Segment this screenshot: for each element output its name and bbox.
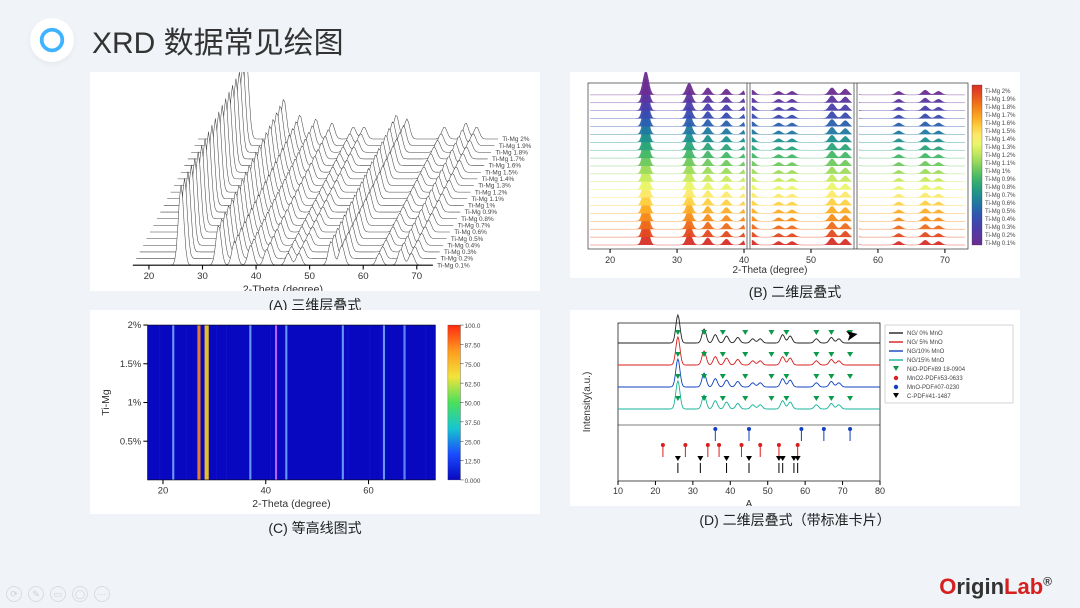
caption-b: (B) 二维层叠式 <box>749 282 842 302</box>
svg-text:Ti-Mg 1.7%: Ti-Mg 1.7% <box>985 113 1016 119</box>
svg-text:70: 70 <box>940 255 950 265</box>
svg-text:80: 80 <box>875 486 885 496</box>
svg-text:Ti-Mg 1.1%: Ti-Mg 1.1% <box>985 161 1016 167</box>
panel-d: 10 20 30 40 50 60 70 80 A Intensity(a.u.) NG/ 0% M… <box>570 310 1020 530</box>
chart-2d-waterfall: Ti-Mg 2% Ti-Mg 1.9% Ti-Mg 1.8% Ti-Mg 1.7% Ti… <box>570 72 1020 278</box>
svg-text:50: 50 <box>304 271 315 282</box>
svg-text:2-Theta (degree): 2-Theta (degree) <box>243 284 323 291</box>
panel-c: 20 40 60 2-Theta (degree) 0.5% 1% 1.5% 2% Ti-Mg 0… <box>90 310 540 530</box>
svg-text:50: 50 <box>763 486 773 496</box>
svg-text:Ti-Mg 0.9%: Ti-Mg 0.9% <box>985 177 1016 183</box>
svg-text:NG/15% MnO: NG/15% MnO <box>907 358 945 364</box>
svg-text:A: A <box>746 499 753 506</box>
svg-text:60: 60 <box>358 271 369 282</box>
logo-icon <box>30 18 74 62</box>
tool-icon[interactable]: ⋯ <box>94 586 110 602</box>
svg-text:70: 70 <box>838 486 848 496</box>
chart-2d-with-pdf: 10 20 30 40 50 60 70 80 A Intensity(a.u.) NG/ 0% M… <box>570 310 1020 506</box>
svg-text:Ti-Mg 0.2%: Ti-Mg 0.2% <box>985 233 1016 239</box>
panel-a: Ti-Mg 2%Ti-Mg 1.9%Ti-Mg 1.8%Ti-Mg 1.7%Ti… <box>90 72 540 302</box>
svg-text:87.50: 87.50 <box>465 343 481 350</box>
caption-c: (C) 等高线图式 <box>268 518 361 538</box>
brand-logo: OriginLab® <box>939 574 1052 600</box>
svg-text:Ti-Mg 0.5%: Ti-Mg 0.5% <box>985 209 1016 215</box>
svg-text:Ti-Mg 2%: Ti-Mg 2% <box>985 89 1011 95</box>
svg-text:20: 20 <box>144 271 155 282</box>
chart-contour: 20 40 60 2-Theta (degree) 0.5% 1% 1.5% 2% Ti-Mg 0… <box>90 310 540 514</box>
svg-text:NG/ 0% MnO: NG/ 0% MnO <box>907 331 943 337</box>
svg-text:Ti-Mg 0.1%: Ti-Mg 0.1% <box>437 262 470 269</box>
caption-d: (D) 二维层叠式（带标准卡片） <box>699 510 890 530</box>
svg-text:62.50: 62.50 <box>465 381 481 388</box>
svg-text:50.00: 50.00 <box>465 401 481 408</box>
svg-text:70: 70 <box>411 271 422 282</box>
svg-text:Ti-Mg 1.3%: Ti-Mg 1.3% <box>985 145 1016 151</box>
svg-text:12.50: 12.50 <box>465 459 481 466</box>
svg-text:Ti-Mg: Ti-Mg <box>101 389 112 416</box>
svg-text:60: 60 <box>800 486 810 496</box>
svg-text:Ti-Mg 0.1%: Ti-Mg 0.1% <box>985 241 1016 247</box>
svg-text:40: 40 <box>261 485 271 496</box>
chart-grid: Ti-Mg 2% Ti-Mg 1.9% Ti-Mg 1.8% Ti-Mg 1.7% Ti… <box>0 72 1080 530</box>
svg-text:40: 40 <box>251 271 262 282</box>
svg-text:40: 40 <box>725 486 735 496</box>
svg-text:Ti-Mg 1.8%: Ti-Mg 1.8% <box>985 105 1016 111</box>
chart-3d-waterfall: Ti-Mg 2%Ti-Mg 1.9%Ti-Mg 1.8%Ti-Mg 1.7%Ti… <box>90 72 540 291</box>
svg-text:Intensity(a.u.): Intensity(a.u.) <box>582 372 593 433</box>
svg-text:37.50: 37.50 <box>465 420 481 427</box>
header: XRD 数据常见绘图 <box>0 0 1080 72</box>
svg-text:20: 20 <box>650 486 660 496</box>
svg-text:60: 60 <box>873 255 883 265</box>
svg-text:30: 30 <box>197 271 208 282</box>
svg-text:C-PDF#41-1487: C-PDF#41-1487 <box>907 394 951 400</box>
svg-text:1.5%: 1.5% <box>120 358 142 369</box>
svg-text:20: 20 <box>605 255 615 265</box>
footer-toolbar: ⟳ ✎ ▭ ◯ ⋯ <box>6 586 110 602</box>
svg-text:0.5%: 0.5% <box>120 435 142 446</box>
svg-text:Ti-Mg 1.6%: Ti-Mg 1.6% <box>985 121 1016 127</box>
svg-text:25.00: 25.00 <box>465 439 481 446</box>
svg-text:40: 40 <box>739 255 749 265</box>
svg-text:Ti-Mg 0.4%: Ti-Mg 0.4% <box>985 217 1016 223</box>
panel-b: Ti-Mg 2% Ti-Mg 1.9% Ti-Mg 1.8% Ti-Mg 1.7% Ti… <box>570 72 1020 302</box>
tool-icon[interactable]: ⟳ <box>6 586 22 602</box>
svg-text:Ti-Mg 1.9%: Ti-Mg 1.9% <box>985 97 1016 103</box>
svg-text:1%: 1% <box>128 397 142 408</box>
svg-text:10: 10 <box>613 486 623 496</box>
svg-text:NG/ 5% MnO: NG/ 5% MnO <box>907 340 943 346</box>
svg-text:60: 60 <box>363 485 373 496</box>
svg-text:NG/10% MnO: NG/10% MnO <box>907 349 945 355</box>
svg-text:MnO-PDF#07-0230: MnO-PDF#07-0230 <box>907 385 960 391</box>
svg-text:Ti-Mg 0.7%: Ti-Mg 0.7% <box>985 193 1016 199</box>
svg-text:NiO-PDF#89 18-0904: NiO-PDF#89 18-0904 <box>907 367 966 373</box>
svg-text:100.0: 100.0 <box>465 323 481 330</box>
svg-text:30: 30 <box>688 486 698 496</box>
svg-text:30: 30 <box>672 255 682 265</box>
svg-text:20: 20 <box>158 485 168 496</box>
svg-text:0.000: 0.000 <box>465 478 481 485</box>
svg-text:Ti-Mg 0.3%: Ti-Mg 0.3% <box>985 225 1016 231</box>
svg-text:2-Theta (degree): 2-Theta (degree) <box>732 265 807 276</box>
page-title: XRD 数据常见绘图 <box>92 18 344 62</box>
svg-text:Ti-Mg 1%: Ti-Mg 1% <box>985 169 1011 175</box>
svg-text:Ti-Mg 1.2%: Ti-Mg 1.2% <box>985 153 1016 159</box>
svg-text:75.00: 75.00 <box>465 362 481 369</box>
svg-text:50: 50 <box>806 255 816 265</box>
svg-text:2-Theta (degree): 2-Theta (degree) <box>252 499 330 510</box>
tool-icon[interactable]: ◯ <box>72 586 88 602</box>
svg-text:Ti-Mg 0.6%: Ti-Mg 0.6% <box>985 201 1016 207</box>
svg-text:MnO2-PDF#53-0633: MnO2-PDF#53-0633 <box>907 376 963 382</box>
svg-text:2%: 2% <box>128 319 142 330</box>
svg-text:Ti-Mg 0.8%: Ti-Mg 0.8% <box>985 185 1016 191</box>
svg-text:Ti-Mg 1.5%: Ti-Mg 1.5% <box>985 129 1016 135</box>
tool-icon[interactable]: ▭ <box>50 586 66 602</box>
svg-text:Ti-Mg 1.4%: Ti-Mg 1.4% <box>985 137 1016 143</box>
tool-icon[interactable]: ✎ <box>28 586 44 602</box>
